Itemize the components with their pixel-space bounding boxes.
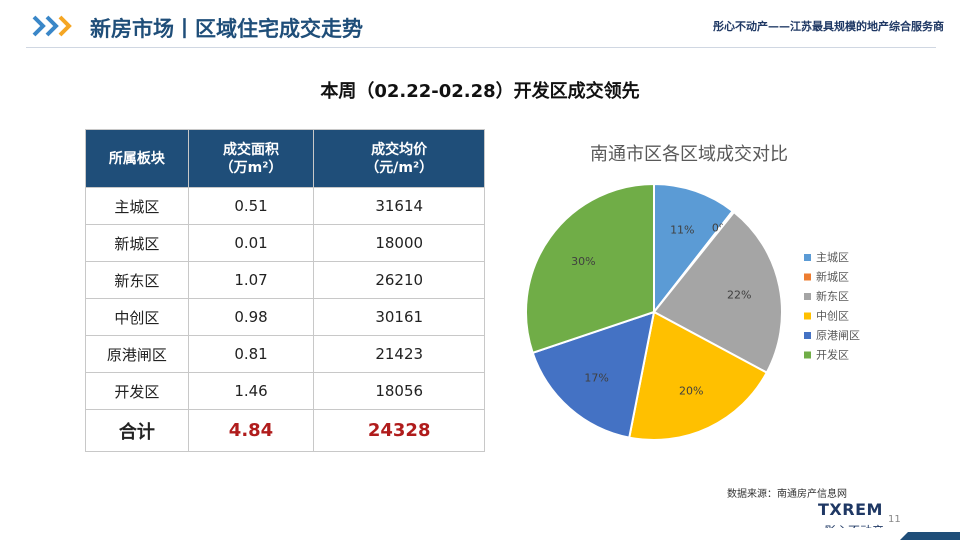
header: 新房市场丨区域住宅成交走势 彤心不动产——江苏最具规模的地产综合服务商 xyxy=(0,0,960,56)
slide-subtitle: 本周（02.22-02.28）开发区成交领先 xyxy=(320,81,640,102)
cell-price: 21423 xyxy=(313,335,485,373)
legend-label: 新东区 xyxy=(816,289,849,303)
legend-label: 中创区 xyxy=(816,310,849,323)
cell-area: 开发区 xyxy=(85,372,189,410)
table-row: 新城区 0.01 18000 xyxy=(85,224,485,262)
cell-area: 新城区 xyxy=(85,224,189,262)
cell-area: 主城区 xyxy=(85,187,189,225)
pie-chart-panel: 南通市区各区域成交对比 11%0%22%20%17%30%主城区新城区新东区中创… xyxy=(500,130,940,460)
header-area: 所属板块 xyxy=(85,129,189,188)
table-row: 中创区 0.98 30161 xyxy=(85,298,485,336)
page-title: 新房市场丨区域住宅成交走势 xyxy=(90,17,363,41)
cell-price: 30161 xyxy=(313,298,485,336)
legend-label: 主城区 xyxy=(816,251,849,264)
cell-size: 0.98 xyxy=(187,298,315,336)
legend-swatch xyxy=(804,332,811,339)
table-row: 新东区 1.07 26210 xyxy=(85,261,485,299)
legend-item: 原港闸区 xyxy=(804,329,860,342)
pie-slice-6 xyxy=(525,182,655,355)
legend-label: 新城区 xyxy=(816,270,849,284)
legend-swatch xyxy=(804,273,811,281)
pie-data-label: 22% xyxy=(727,289,751,302)
table-row: 开发区 1.46 18056 xyxy=(85,372,485,410)
table-row: 原港闸区 0.81 21423 xyxy=(85,335,485,373)
table-total-row: 合计 4.84 24328 xyxy=(85,409,485,452)
pie-data-label: 11% xyxy=(670,224,694,237)
chevron-arrows-icon xyxy=(32,15,72,37)
header-price: 成交均价 （元/m²） xyxy=(313,129,485,188)
total-price: 24328 xyxy=(313,409,485,452)
logo-text: TXREM xyxy=(818,500,883,519)
header-divider xyxy=(26,47,936,48)
pie-data-label: 30% xyxy=(571,255,595,268)
cell-price: 18056 xyxy=(313,372,485,410)
cell-area: 原港闸区 xyxy=(85,335,189,373)
cell-size: 0.01 xyxy=(187,224,315,262)
cell-size: 0.51 xyxy=(187,187,315,225)
legend-label: 原港闸区 xyxy=(816,329,860,342)
cell-size: 1.46 xyxy=(187,372,315,410)
cell-size: 0.81 xyxy=(187,335,315,373)
cell-area: 新东区 xyxy=(85,261,189,299)
pie-data-label: 17% xyxy=(584,371,608,384)
company-tagline: 彤心不动产——江苏最具规模的地产综合服务商 xyxy=(713,20,944,33)
cell-price: 18000 xyxy=(313,224,485,262)
legend-label: 开发区 xyxy=(816,348,849,362)
cell-size: 1.07 xyxy=(187,261,315,299)
cell-area: 中创区 xyxy=(85,298,189,336)
legend-item: 开发区 xyxy=(804,348,849,362)
legend-item: 中创区 xyxy=(804,310,849,323)
data-source: 数据来源：南通房产信息网 xyxy=(727,489,847,500)
chart-title: 南通市区各区域成交对比 xyxy=(590,144,788,165)
cell-price: 31614 xyxy=(313,187,485,225)
pie-slice-1 xyxy=(653,182,735,315)
pie-slice-3 xyxy=(652,210,783,374)
legend-swatch xyxy=(804,312,811,320)
pie-data-label: 20% xyxy=(679,385,703,398)
page-number: 11 xyxy=(888,514,901,525)
table-header-row: 所属板块 成交面积 （万m²） 成交均价 （元/m²） xyxy=(85,129,485,188)
legend-swatch xyxy=(804,254,811,261)
table-row: 主城区 0.51 31614 xyxy=(85,187,485,225)
transaction-table: 所属板块 成交面积 （万m²） 成交均价 （元/m²） 主城区 0.51 31614… xyxy=(85,129,485,452)
legend-item: 新城区 xyxy=(804,270,849,284)
header-size: 成交面积 （万m²） xyxy=(187,129,315,188)
total-label: 合计 xyxy=(85,409,189,452)
bottom-accent-bar xyxy=(0,528,960,540)
legend-item: 新东区 xyxy=(804,289,849,303)
legend-swatch xyxy=(804,351,811,359)
legend-item: 主城区 xyxy=(804,251,849,264)
total-size: 4.84 xyxy=(187,409,315,452)
cell-price: 26210 xyxy=(313,261,485,299)
pie-slice-4 xyxy=(628,310,769,441)
legend-swatch xyxy=(804,293,811,300)
